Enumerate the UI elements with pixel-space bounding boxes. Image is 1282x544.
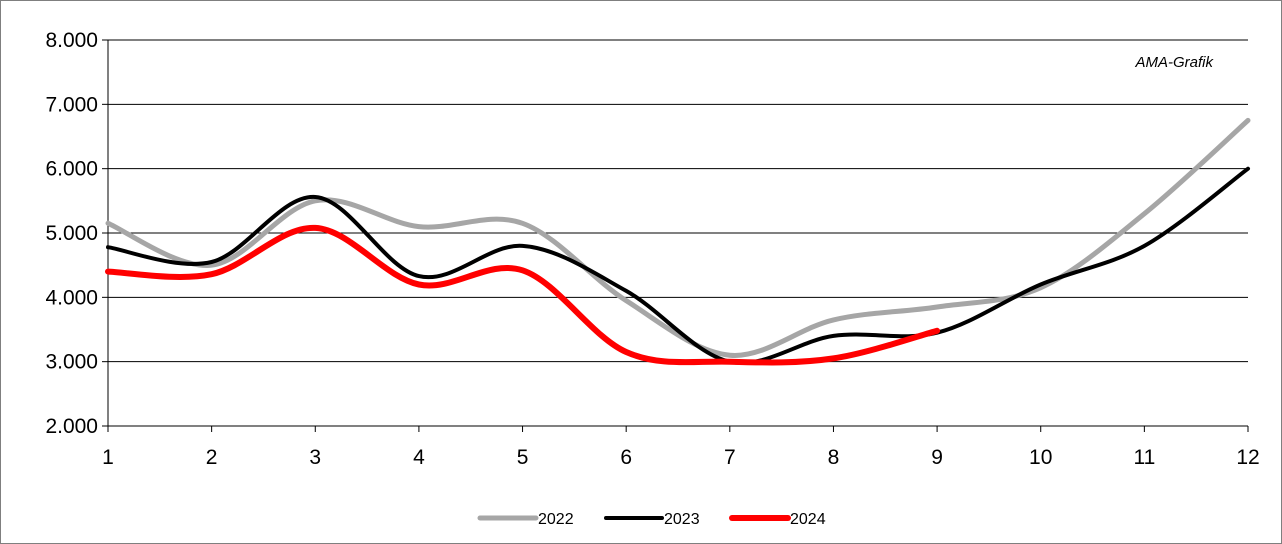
chart-annotation: AMA-Grafik [1134,54,1214,71]
x-tick-label: 12 [1236,446,1259,469]
x-tick-label: 2 [206,446,218,469]
grid-lines [102,39,1248,427]
x-tick-label: 10 [1029,446,1052,469]
legend-label-2023: 2023 [664,511,700,528]
x-tick-label: 6 [620,446,632,469]
y-axis-tick-labels: 2.000 3.000 4.000 5.000 6.000 7.000 8.000 [45,29,98,438]
axes [107,40,1249,432]
x-tick-label: 8 [828,446,840,469]
legend-label-2024: 2024 [790,511,826,528]
y-tick-label: 4.000 [45,286,98,309]
y-tick-label: 3.000 [45,351,98,374]
y-tick-label: 7.000 [45,93,98,116]
x-tick-label: 4 [413,446,425,469]
legend-label-2022: 2022 [538,511,574,528]
legend: 2022 2023 2024 [477,511,826,528]
x-tick-label: 1 [102,446,114,469]
y-tick-label: 5.000 [45,222,98,245]
y-tick-label: 8.000 [45,29,98,52]
x-tick-label: 11 [1133,446,1155,469]
x-tick-label: 3 [309,446,321,469]
series-line-2024 [105,224,941,366]
x-tick-label: 7 [724,446,736,469]
series-line-2023 [106,166,1250,365]
y-tick-label: 6.000 [45,158,98,181]
x-tick-label: 9 [931,446,943,469]
y-tick-label: 2.000 [45,415,98,438]
series-lines [105,117,1251,366]
x-axis-tick-labels: 1 2 3 4 5 6 7 8 9 10 11 12 [102,446,1260,469]
x-tick-label: 5 [517,446,529,469]
